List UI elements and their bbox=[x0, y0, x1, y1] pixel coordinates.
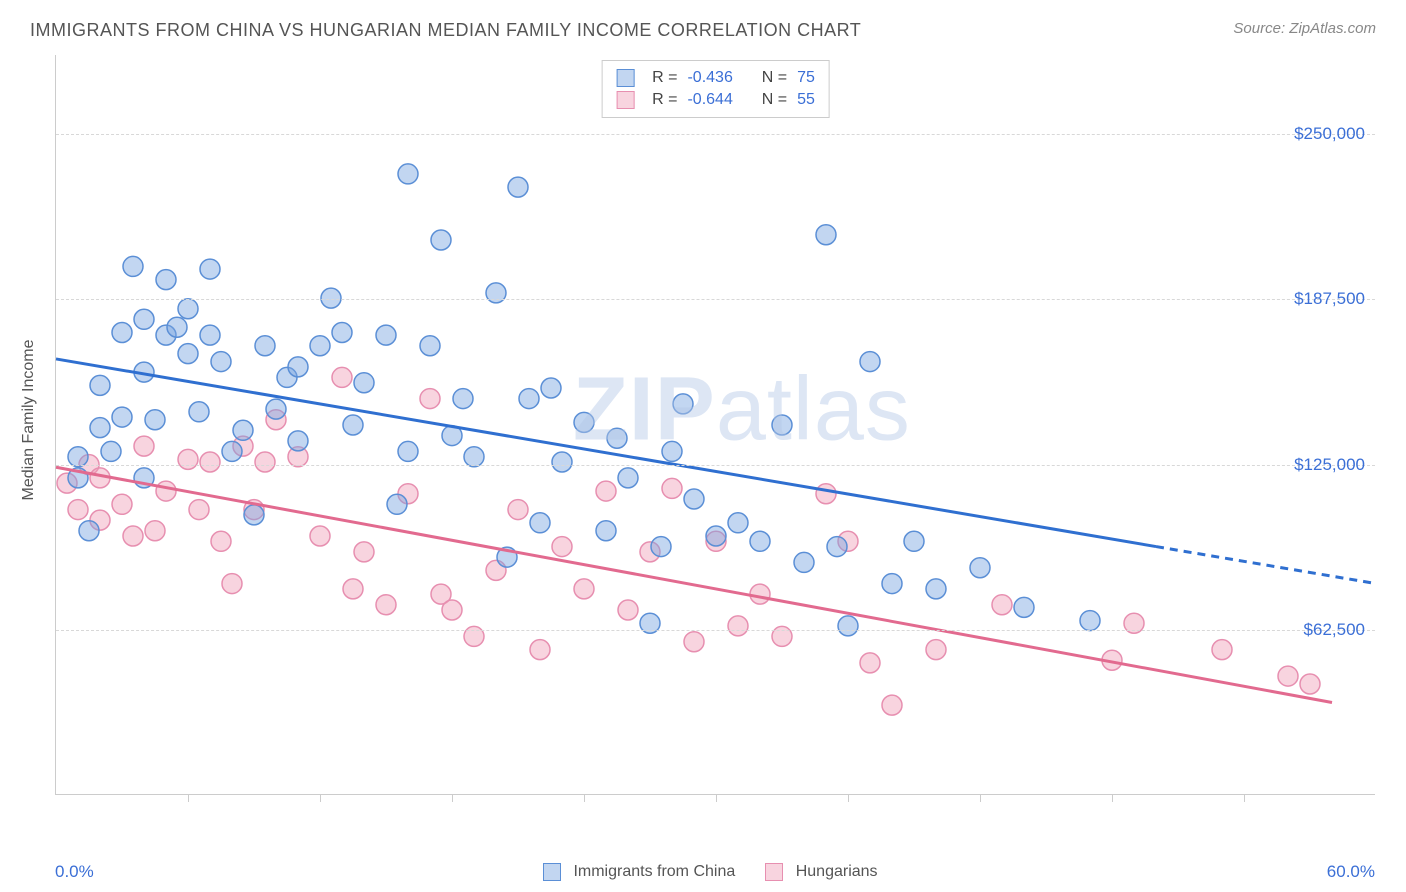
x-tick bbox=[320, 794, 321, 802]
x-tick bbox=[848, 794, 849, 802]
x-axis-min-label: 0.0% bbox=[55, 862, 94, 882]
y-tick-label: $250,000 bbox=[1294, 124, 1365, 144]
swatch-blue-icon bbox=[616, 69, 634, 87]
plot-svg bbox=[56, 55, 1375, 794]
y-tick-label: $62,500 bbox=[1304, 620, 1365, 640]
x-tick bbox=[716, 794, 717, 802]
x-tick bbox=[1244, 794, 1245, 802]
swatch-blue-icon bbox=[543, 863, 561, 881]
scatter-chart: ZIPatlas R = -0.436 N = 75 R = -0.644 N … bbox=[55, 55, 1375, 795]
x-tick bbox=[584, 794, 585, 802]
y-tick-label: $125,000 bbox=[1294, 455, 1365, 475]
x-axis-max-label: 60.0% bbox=[1327, 862, 1375, 882]
chart-title: IMMIGRANTS FROM CHINA VS HUNGARIAN MEDIA… bbox=[30, 20, 861, 41]
source-attribution: Source: ZipAtlas.com bbox=[1233, 20, 1376, 37]
y-tick-label: $187,500 bbox=[1294, 289, 1365, 309]
legend-row-pink: R = -0.644 N = 55 bbox=[616, 89, 815, 111]
series-legend: Immigrants from China Hungarians bbox=[543, 863, 878, 881]
x-tick bbox=[1112, 794, 1113, 802]
x-tick bbox=[452, 794, 453, 802]
grid-line bbox=[56, 630, 1375, 631]
swatch-pink-icon bbox=[616, 91, 634, 109]
y-axis-label: Median Family Income bbox=[20, 340, 38, 501]
grid-line bbox=[56, 134, 1375, 135]
grid-line bbox=[56, 299, 1375, 300]
swatch-pink-icon bbox=[765, 863, 783, 881]
legend-row-blue: R = -0.436 N = 75 bbox=[616, 67, 815, 89]
x-tick bbox=[188, 794, 189, 802]
legend-item-blue: Immigrants from China bbox=[543, 863, 735, 881]
legend-item-pink: Hungarians bbox=[765, 863, 877, 881]
grid-line bbox=[56, 465, 1375, 466]
correlation-legend: R = -0.436 N = 75 R = -0.644 N = 55 bbox=[601, 60, 830, 118]
x-tick bbox=[980, 794, 981, 802]
